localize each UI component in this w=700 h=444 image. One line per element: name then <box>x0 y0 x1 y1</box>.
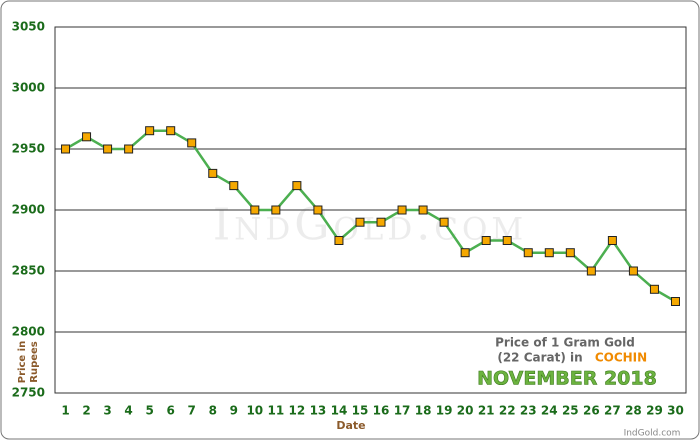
marker <box>544 248 554 258</box>
info-month: NOVEMBER 2018 <box>477 368 657 390</box>
marker <box>313 205 323 215</box>
marker <box>166 126 176 136</box>
marker <box>208 168 218 178</box>
x-tick-label: 22 <box>499 404 516 418</box>
x-tick-label: 10 <box>246 404 263 418</box>
marker <box>565 248 575 258</box>
marker <box>460 248 470 258</box>
x-tick-label: 8 <box>209 404 217 418</box>
marker <box>607 236 617 245</box>
x-tick-label: 1 <box>61 404 69 418</box>
marker <box>397 205 407 215</box>
y-axis-title-line: Rupees <box>29 341 40 383</box>
x-tick-label: 5 <box>145 404 153 418</box>
x-tick-label: 12 <box>289 404 306 418</box>
x-tick-label: 21 <box>478 404 495 418</box>
y-tick-label: 3000 <box>12 81 45 95</box>
marker <box>334 236 344 245</box>
y-tick-label: 2900 <box>12 203 45 217</box>
marker <box>481 236 491 245</box>
x-tick-label: 3 <box>103 404 111 418</box>
x-tick-label: 17 <box>394 404 411 418</box>
y-axis-title-line: Price in <box>17 341 28 383</box>
x-tick-label: 13 <box>310 404 327 418</box>
x-tick-label: 6 <box>167 404 175 418</box>
x-tick-label: 11 <box>267 404 284 418</box>
x-tick-label: 4 <box>124 404 132 418</box>
marker <box>523 248 533 258</box>
marker <box>418 205 428 215</box>
y-tick-label: 2950 <box>12 142 45 156</box>
marker <box>187 138 197 148</box>
marker <box>250 205 260 215</box>
marker <box>229 181 239 191</box>
x-tick-label: 28 <box>625 404 642 418</box>
x-tick-label: 2 <box>82 404 90 418</box>
info-box: Price of 1 Gram Gold (22 Carat) in COCHI… <box>477 336 681 439</box>
x-tick-label: 25 <box>562 404 579 418</box>
marker <box>355 217 365 227</box>
marker <box>61 144 71 154</box>
marker <box>670 297 680 306</box>
info-line: (22 Carat) in <box>497 351 582 365</box>
x-tick-label: 9 <box>230 404 238 418</box>
marker <box>376 217 386 227</box>
x-tick-label: 16 <box>373 404 390 418</box>
marker <box>439 217 449 227</box>
x-tick-label: 20 <box>457 404 474 418</box>
x-tick-label: 27 <box>604 404 621 418</box>
source: IndGold.com <box>624 429 681 439</box>
x-tick-label: 15 <box>352 404 369 418</box>
x-tick-label: 14 <box>331 404 348 418</box>
x-tick-label: 23 <box>520 404 537 418</box>
marker <box>586 266 596 276</box>
marker <box>271 205 281 215</box>
x-tick-label: 7 <box>188 404 196 418</box>
marker <box>103 144 113 154</box>
watermark: IndGold.com <box>213 200 527 251</box>
marker <box>628 266 638 276</box>
x-tick-label: 29 <box>646 404 663 418</box>
x-axis-title: Date <box>336 419 365 432</box>
x-tick-label: 24 <box>541 404 558 418</box>
marker <box>649 284 659 294</box>
info-line: Price of 1 Gram Gold <box>495 336 635 350</box>
marker <box>292 181 302 191</box>
marker <box>502 236 512 245</box>
y-tick-label: 3050 <box>12 20 45 34</box>
x-tick-label: 18 <box>415 404 432 418</box>
marker <box>124 144 134 154</box>
x-tick-label: 19 <box>436 404 453 418</box>
x-tick-label: 30 <box>667 404 684 418</box>
y-tick-label: 2800 <box>12 325 45 339</box>
x-tick-label: 26 <box>583 404 600 418</box>
marker <box>82 132 92 142</box>
info-city: COCHIN <box>595 351 647 365</box>
y-tick-label: 2850 <box>12 264 45 278</box>
y-axis-title: Price in Rupees <box>17 341 40 383</box>
marker <box>145 126 155 136</box>
y-tick-label: 2750 <box>12 386 45 400</box>
